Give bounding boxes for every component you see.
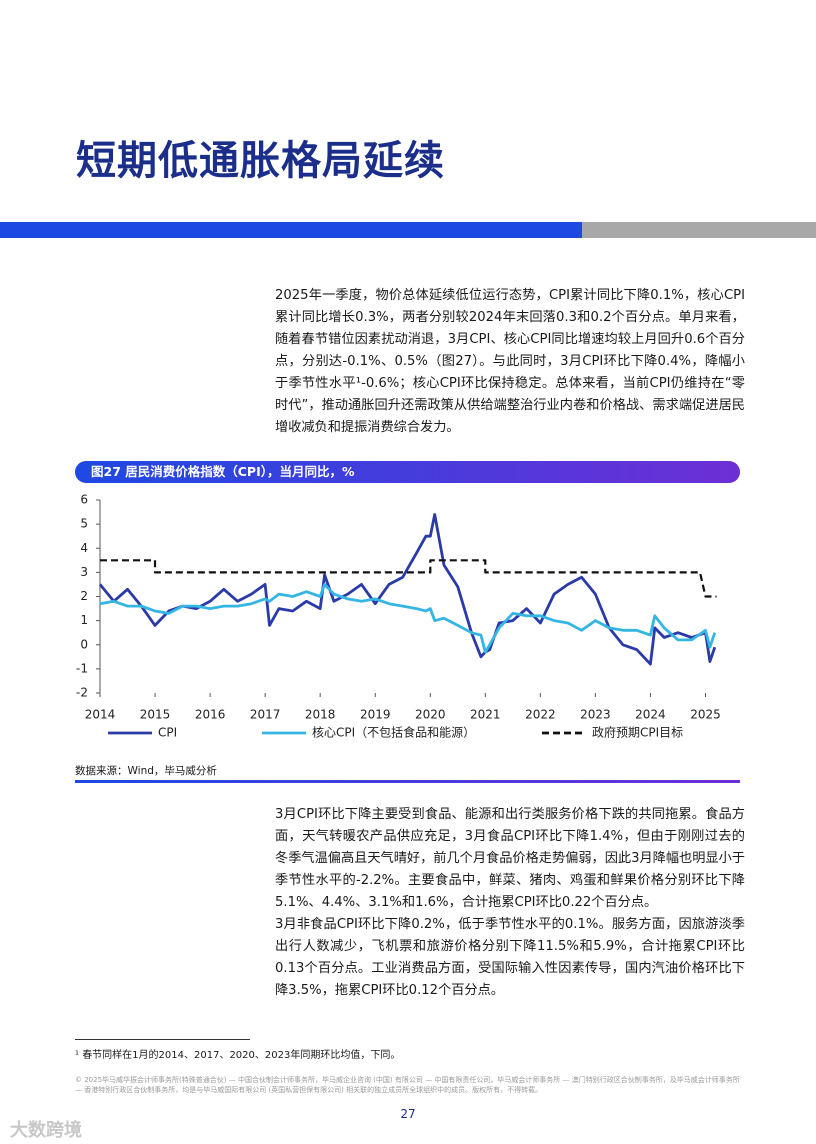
copyright: © 2025毕马威华振会计师事务所(特殊普通合伙) — 中国合伙制会计师事务所，… [75, 1076, 740, 1094]
x-tick-label: 2020 [415, 708, 446, 722]
page-title: 短期低通胀格局延续 [76, 138, 445, 184]
x-tick-label: 2019 [360, 708, 391, 722]
divider [75, 780, 740, 783]
y-tick-label: 2 [80, 589, 88, 603]
x-tick-label: 2016 [195, 708, 226, 722]
x-tick-label: 2017 [250, 708, 281, 722]
chart-title: 图27 居民消费价格指数（CPI），当月同比，% [75, 461, 740, 483]
body-paragraph: 3月非食品CPI环比下降0.2%，低于季节性水平的0.1%。服务方面，因旅游淡季… [275, 917, 745, 998]
legend-label: 核心CPI（不包括食品和能源） [312, 725, 475, 740]
intro-paragraph: 2025年一季度，物价总体延续低位运行态势，CPI累计同比下降0.1%，核心CP… [275, 288, 745, 435]
page-number: 27 [400, 1107, 416, 1121]
body-paragraph: 3月CPI环比下降主要受到食品、能源和出行类服务价格下跌的共同拖累。食品方面，天… [275, 807, 745, 910]
footnote-rule [75, 1039, 250, 1040]
y-tick-label: 5 [80, 517, 88, 531]
y-tick-label: 0 [80, 637, 88, 651]
footnote: ¹ 春节同样在1月的2014、2017、2020、2023年同期环比均值，下同。 [75, 1050, 401, 1061]
y-tick-label: 6 [80, 493, 88, 507]
series-line [98, 513, 717, 666]
x-tick-label: 2023 [580, 708, 611, 722]
legend-label: 政府预期CPI目标 [592, 725, 683, 740]
x-tick-label: 2021 [470, 708, 501, 722]
header-bar [0, 222, 582, 238]
watermark: 大数跨境 [10, 1120, 82, 1141]
y-tick-label: 1 [80, 613, 88, 627]
x-tick-label: 2022 [525, 708, 556, 722]
x-tick-label: 2025 [690, 708, 721, 722]
header-bar-gray [582, 222, 816, 238]
x-tick-label: 2024 [635, 708, 666, 722]
series-line [99, 583, 717, 654]
y-tick-label: 4 [80, 541, 88, 555]
x-tick-label: 2015 [140, 708, 171, 722]
y-tick-label: 3 [80, 565, 88, 579]
legend-label: CPI [158, 726, 177, 740]
chart-source: 数据来源：Wind，毕马威分析 [75, 765, 217, 777]
chart: -2 -1 0 1 2 3 4 5 6 2014 2015 2016 2017 2018 2019 2020 2… [76, 493, 721, 740]
x-tick-label: 2014 [85, 708, 116, 722]
y-tick-label: -2 [76, 686, 88, 700]
y-tick-label: -1 [76, 661, 88, 675]
x-tick-label: 2018 [305, 708, 336, 722]
series-line [100, 559, 717, 598]
